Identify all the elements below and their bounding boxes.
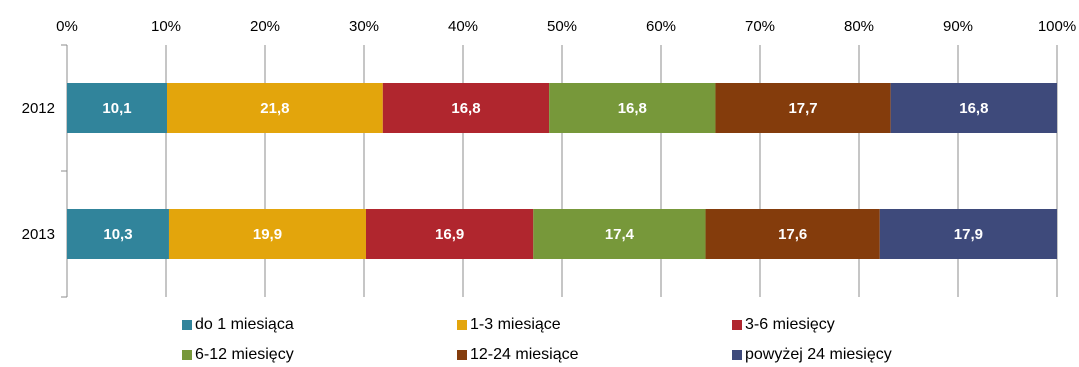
x-tick-label: 10% [151, 18, 181, 35]
data-label: 10,1 [102, 100, 131, 117]
bar-segment [67, 83, 167, 133]
x-tick-label: 90% [943, 18, 973, 35]
x-tick-label: 20% [250, 18, 280, 35]
bar-segment [549, 83, 716, 133]
bar-segment [67, 209, 169, 259]
bar-segment [879, 209, 1057, 259]
x-tick-label: 70% [745, 18, 775, 35]
bar-segment [382, 83, 550, 133]
data-label: 16,8 [618, 100, 647, 117]
y-category-label: 2012 [22, 100, 55, 117]
bar-segment [168, 209, 366, 259]
bar-segment [705, 209, 880, 259]
bar-segment [533, 209, 706, 259]
data-label: 16,8 [959, 100, 988, 117]
bar-segment [365, 209, 534, 259]
x-tick-label: 60% [646, 18, 676, 35]
data-label: 17,7 [788, 100, 817, 117]
data-label: 19,9 [253, 226, 282, 243]
x-tick-label: 80% [844, 18, 874, 35]
bar-segment [715, 83, 891, 133]
data-label: 10,3 [103, 226, 132, 243]
y-category-label: 2013 [22, 226, 55, 243]
x-tick-label: 40% [448, 18, 478, 35]
x-tick-label: 100% [1038, 18, 1076, 35]
data-label: 16,9 [435, 226, 464, 243]
data-label: 17,6 [778, 226, 807, 243]
x-tick-label: 0% [56, 18, 78, 35]
bar-segment [890, 83, 1057, 133]
data-label: 16,8 [451, 100, 480, 117]
data-label: 21,8 [260, 100, 289, 117]
data-label: 17,9 [954, 226, 983, 243]
bar-segment [166, 83, 383, 133]
x-tick-label: 30% [349, 18, 379, 35]
data-label: 17,4 [605, 226, 635, 243]
x-tick-label: 50% [547, 18, 577, 35]
